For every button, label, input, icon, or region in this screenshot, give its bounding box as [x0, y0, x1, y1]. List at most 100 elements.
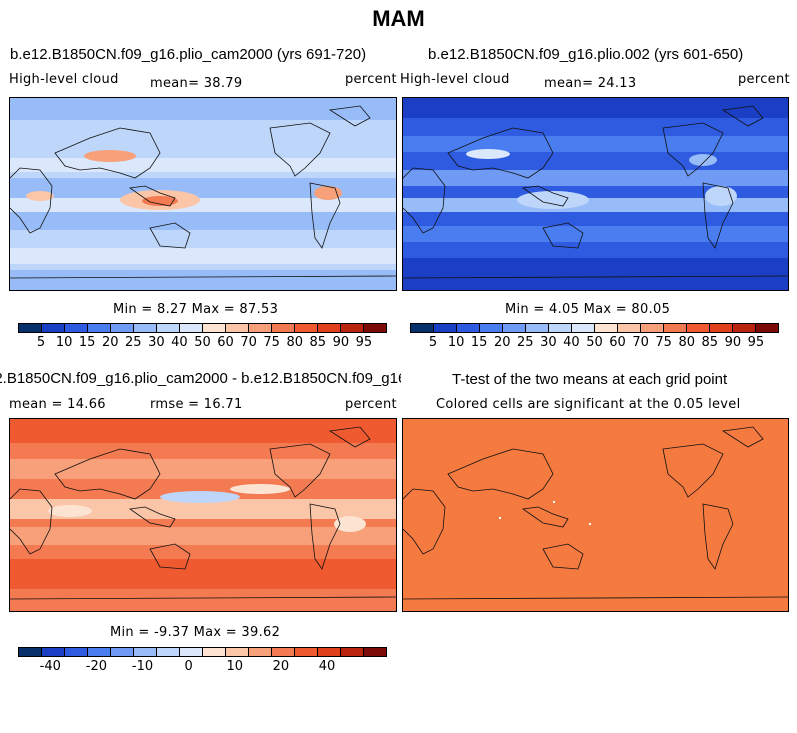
panel1-colorbar — [18, 323, 387, 333]
panel2-variable-label: High-level cloud — [400, 72, 510, 87]
panel4-insignificant-cells — [499, 501, 591, 525]
panel3-map — [9, 418, 397, 612]
panel2-colorbar-labels: 5 10 15 20 25 30 40 50 60 70 75 80 85 90 95 — [410, 335, 779, 351]
colorbar-swatch — [318, 648, 341, 656]
colorbar-swatch — [687, 324, 710, 332]
panel1-africa-maximum — [26, 191, 54, 201]
colorbar-swatch — [42, 648, 65, 656]
panel4-subtitle: Colored cells are significant at the 0.0… — [436, 397, 741, 412]
panel3-mean: mean = 14.66 — [9, 397, 106, 412]
colorbar-tick-label: 90 — [724, 335, 742, 350]
colorbar-tick-label: 30 — [148, 335, 165, 350]
colorbar-tick-label: 25 — [125, 335, 142, 350]
colorbar-swatch — [341, 648, 364, 656]
panel3-title-clip: b.e12.B1850CN.f09_g16.plio_cam2000 - b.e… — [0, 368, 401, 390]
colorbar-tick-label: 20 — [272, 659, 290, 674]
colorbar-swatch — [65, 324, 88, 332]
colorbar-tick-label: 40 — [563, 335, 580, 350]
figure-title: MAM — [372, 6, 425, 31]
colorbar-swatch — [618, 324, 641, 332]
colorbar-swatch — [249, 648, 272, 656]
colorbar-swatch — [249, 324, 272, 332]
colorbar-tick-label: 85 — [701, 335, 719, 350]
colorbar-tick-label: 60 — [217, 335, 234, 350]
colorbar-swatch — [434, 324, 457, 332]
panel4-significance-field — [403, 419, 788, 611]
colorbar-swatch — [226, 324, 249, 332]
colorbar-swatch — [180, 648, 203, 656]
panel2-itcz-band — [403, 170, 788, 186]
colorbar-tick-label: 40 — [318, 659, 336, 674]
colorbar-tick-label: 50 — [586, 335, 603, 350]
panel2-sh-itcz-band — [403, 198, 788, 212]
colorbar-swatch — [364, 324, 386, 332]
panel2-warm-pool — [517, 191, 589, 209]
colorbar-swatch — [549, 324, 572, 332]
panel1-antarctic-band — [10, 270, 396, 290]
colorbar-tick-label: 0 — [184, 659, 193, 674]
colorbar-tick-label: 15 — [470, 335, 488, 350]
colorbar-tick-label: 70 — [632, 335, 649, 350]
colorbar-tick-label: -40 — [39, 659, 61, 674]
panel2-map-svg — [403, 98, 788, 290]
panel3-amazon-minimum — [334, 516, 366, 532]
colorbar-tick-label: 10 — [226, 659, 244, 674]
colorbar-tick-label: 80 — [678, 335, 696, 350]
colorbar-swatch — [664, 324, 687, 332]
panel4-map-svg — [403, 419, 788, 611]
panel1-arctic-band — [10, 98, 396, 120]
colorbar-swatch — [88, 648, 111, 656]
panel1-subtropic-band — [10, 178, 396, 200]
panel2-units: percent — [738, 72, 790, 87]
panel1-sh-subtropic-band — [10, 212, 396, 230]
panel2-amazon-maximum — [705, 186, 737, 206]
panel4-coastlines — [403, 426, 788, 600]
panel1-map — [9, 97, 397, 291]
panel3-min-max: Min = -9.37 Max = 39.62 — [110, 625, 281, 640]
panel1-nh-jet-band — [10, 158, 396, 172]
colorbar-tick-label: 60 — [609, 335, 626, 350]
colorbar-swatch — [295, 324, 318, 332]
colorbar-swatch — [180, 324, 203, 332]
panel2-title: b.e12.B1850CN.f09_g16.plio.002 (yrs 601-… — [428, 46, 744, 63]
colorbar-swatch — [641, 324, 664, 332]
panel3-title: b.e12.B1850CN.f09_g16.plio_cam2000 - b.e… — [0, 370, 401, 387]
panel2-arctic-band — [403, 98, 788, 118]
panel1-itcz-band — [10, 198, 396, 212]
colorbar-swatch — [411, 324, 434, 332]
colorbar-swatch — [111, 324, 134, 332]
colorbar-tick-label: -20 — [85, 659, 108, 674]
panel1-pacific-maximum — [84, 150, 136, 162]
panel2-storm-band — [403, 226, 788, 242]
panel1-variable-label: High-level cloud — [9, 72, 119, 87]
colorbar-swatch — [42, 324, 65, 332]
colorbar-swatch — [272, 648, 295, 656]
panel2-nh-jet-band — [403, 136, 788, 152]
panel1-warm-pool-core — [142, 196, 178, 206]
colorbar-swatch — [710, 324, 733, 332]
colorbar-swatch — [733, 324, 756, 332]
colorbar-tick-label: 95 — [747, 335, 765, 350]
colorbar-tick-label: 90 — [332, 335, 350, 350]
panel3-coastlines — [10, 426, 396, 600]
colorbar-swatch — [65, 648, 88, 656]
colorbar-swatch — [341, 324, 364, 332]
colorbar-swatch — [595, 324, 618, 332]
colorbar-swatch — [572, 324, 595, 332]
colorbar-tick-label: 75 — [655, 335, 672, 350]
panel3-nh-band — [10, 459, 396, 479]
colorbar-swatch — [526, 324, 549, 332]
panel3-tropical-band — [10, 499, 396, 519]
panel1-units: percent — [345, 72, 397, 87]
panel1-map-svg — [10, 98, 396, 290]
panel3-central-pacific — [230, 484, 290, 494]
colorbar-swatch — [457, 324, 480, 332]
colorbar-swatch — [318, 324, 341, 332]
panel2-pacific-maximum — [466, 149, 510, 159]
panel2-americas-band — [689, 154, 717, 166]
colorbar-tick-label: 20 — [101, 335, 119, 350]
colorbar-tick-label: 15 — [78, 335, 96, 350]
colorbar-swatch — [157, 648, 180, 656]
panel2-coastlines — [403, 105, 788, 279]
colorbar-tick-label: 70 — [240, 335, 257, 350]
